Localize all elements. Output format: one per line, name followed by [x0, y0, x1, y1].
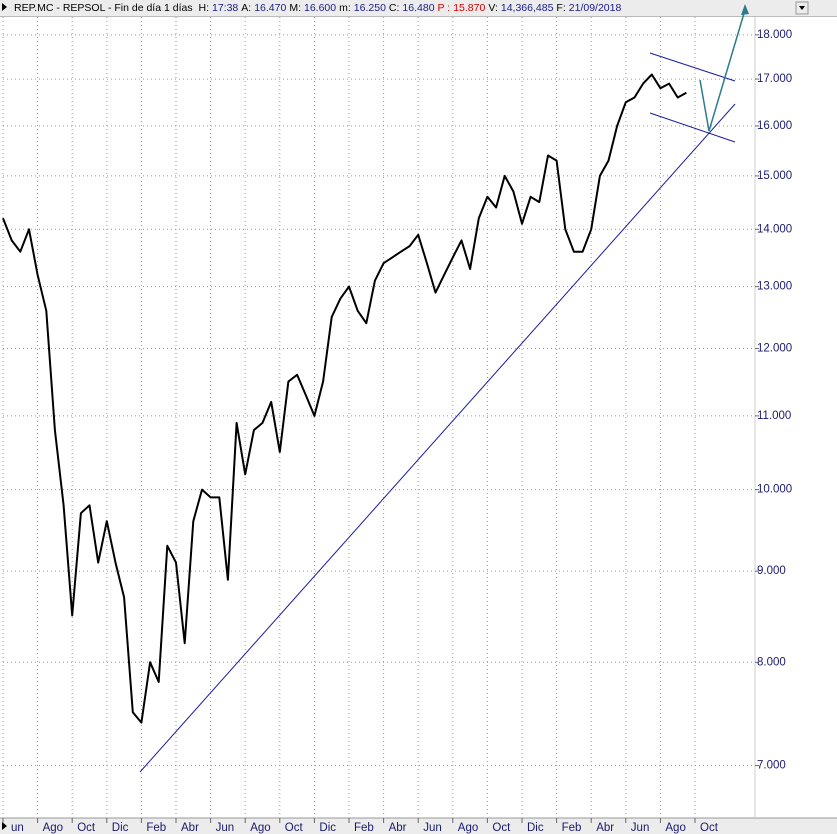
x-tick-label: Dic [319, 822, 336, 834]
y-tick-label: 16.000 [757, 120, 792, 132]
field-label: M: [289, 2, 301, 14]
arrow-head [741, 4, 749, 15]
header-bar: REP.MC - REPSOL - Fin de día 1 días H: 17… [0, 0, 837, 17]
y-tick-label: 9.000 [757, 565, 786, 577]
plot-area: 7.000 8.000 9.000 10.000 11.000 12.000 13.000 1… [2, 17, 792, 834]
field-value: 16.470 [254, 2, 287, 14]
x-tick-label: Oct [77, 822, 96, 834]
x-tick-label: Ago [250, 822, 270, 834]
field-label: V: [488, 2, 498, 14]
y-tick-label: 7.000 [757, 760, 786, 772]
y-tick-label: 17.000 [757, 73, 792, 85]
x-tick-label: Feb [146, 822, 166, 834]
field-label: A: [241, 2, 252, 14]
x-tick-label: Ago [43, 822, 63, 834]
y-tick-label: 18.000 [757, 29, 792, 41]
trend-line [139, 103, 736, 773]
channel-lower [649, 112, 736, 143]
x-tick-label: Oct [285, 822, 304, 834]
x-tick-label: Abr [596, 822, 614, 834]
y-tick-label: 15.000 [757, 170, 792, 182]
x-tick-label: un [11, 822, 24, 834]
projection-arrow [699, 9, 746, 132]
x-tick-label: Jun [631, 822, 650, 834]
header-title: REP.MC - REPSOL - Fin de día 1 días [14, 2, 193, 14]
menu-icon[interactable] [2, 3, 7, 11]
field-label: C: [388, 2, 400, 14]
field-value: 16.480 [402, 2, 435, 14]
field-value: 17:38 [212, 2, 239, 14]
x-tick-label: Feb [562, 822, 582, 834]
y-tick-label: 13.000 [757, 281, 792, 293]
x-tick-label: Oct [700, 822, 719, 834]
x-tick-label: Ago [665, 822, 685, 834]
field-value: 15.870 [453, 2, 486, 14]
field-value: 14,366,485 [500, 2, 554, 14]
x-tick-label: Feb [354, 822, 374, 834]
scroll-icon[interactable] [2, 822, 7, 830]
x-tick-label: Ago [458, 822, 478, 834]
field-value: 16.250 [353, 2, 386, 14]
field-value: 21/09/2018 [568, 2, 622, 14]
channel-upper [649, 52, 736, 82]
x-tick-label: Dic [527, 822, 544, 834]
x-tick-label: Jun [216, 822, 235, 834]
field-value: 16.600 [304, 2, 337, 14]
y-tick-label: 8.000 [757, 656, 786, 668]
drawing-annotations [139, 4, 749, 773]
price-line [2, 73, 687, 724]
x-tick-label: Abr [389, 822, 407, 834]
y-tick-label: 14.000 [757, 223, 792, 235]
field-label: P : [437, 2, 451, 14]
field-label: m: [339, 2, 351, 14]
y-tick-label: 11.000 [757, 410, 791, 422]
x-tick-label: Dic [112, 822, 129, 834]
field-label: H: [198, 2, 210, 14]
x-tick-label: Oct [492, 822, 511, 834]
dropdown-arrow [799, 6, 805, 10]
field-label: F: [556, 2, 566, 14]
x-tick-label: Abr [181, 822, 199, 834]
x-tick-label: Jun [423, 822, 442, 834]
y-tick-label: 10.000 [757, 484, 792, 496]
x-axis-bar [0, 818, 837, 834]
dropdown-button[interactable] [795, 1, 809, 15]
y-tick-label: 12.000 [757, 343, 792, 355]
